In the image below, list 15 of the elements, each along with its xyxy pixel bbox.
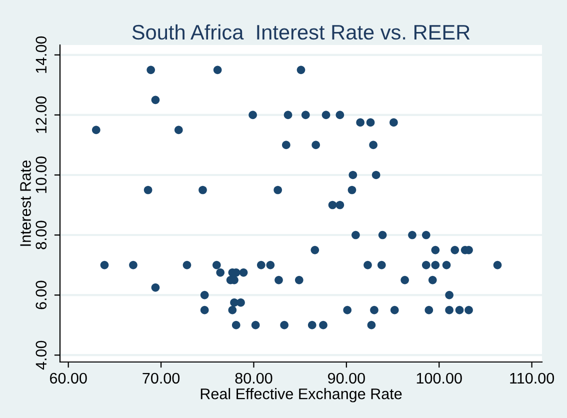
x-tick-label: 90.00	[328, 372, 365, 384]
y-tick-label: 6.00	[36, 280, 47, 310]
y-tick-label: 4.00	[36, 340, 47, 370]
x-tick-label: 110.00	[510, 372, 554, 384]
x-axis-title: Real Effective Exchange Rate	[200, 388, 402, 402]
chart-title: South Africa Interest Rate vs. REER	[132, 24, 470, 40]
y-tick-label: 8.00	[36, 220, 47, 250]
x-tick-label: 60.00	[50, 372, 87, 384]
y-tick-label: 10.00	[36, 156, 47, 193]
x-tick-label: 70.00	[142, 372, 180, 384]
x-tick-label: 80.00	[235, 372, 272, 384]
y-axis-title: Interest Rate	[20, 160, 31, 246]
y-tick-label: 12.00	[36, 96, 47, 133]
y-tick-label: 14.00	[36, 36, 47, 73]
x-tick-label: 100.00	[416, 372, 462, 384]
